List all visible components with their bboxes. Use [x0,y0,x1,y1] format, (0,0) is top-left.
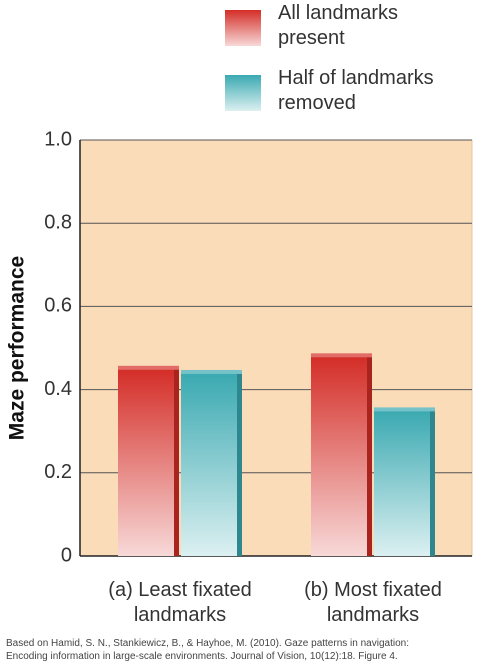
bar-cap [181,369,242,374]
bar-cap [374,407,435,412]
bar [118,368,179,556]
bar-edge [367,356,372,556]
bar-cap [311,353,372,358]
y-tick-label: 1.0 [44,128,72,150]
bar-edge [430,410,435,556]
y-tick-label: 0.8 [44,211,72,233]
y-tick-label: 0.2 [44,461,72,483]
bar [181,372,242,556]
legend-swatch [225,10,261,46]
legend-label: Half of landmarks removed [278,67,434,114]
y-tick-label: 0 [61,544,72,566]
legend-swatch [225,75,261,111]
bar-cap [118,365,179,370]
legend-label: All landmarks present [278,2,399,49]
bar [374,410,435,556]
bar-edge [174,368,179,556]
source-note: Based on Hamid, S. N., Stankiewicz, B., … [6,638,409,662]
x-tick-label: (b) Most fixated landmarks [304,579,442,626]
y-axis-label: Maze performance [6,256,29,440]
x-tick-label: (a) Least fixated landmarks [108,579,252,626]
bar [311,356,372,556]
y-tick-label: 0.4 [44,378,72,400]
bar-edge [237,372,242,556]
y-tick-label: 0.6 [44,295,72,317]
